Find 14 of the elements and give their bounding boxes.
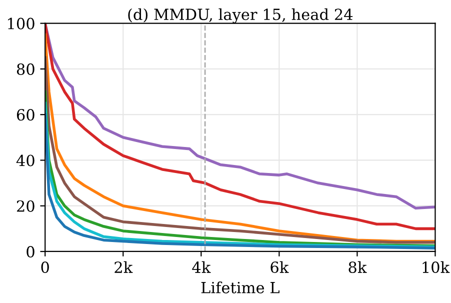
- x-tick-label: 8k: [348, 261, 367, 274]
- x-tick-label: 4k: [192, 261, 211, 273]
- x-tick-label: 10k: [422, 261, 450, 274]
- x-tick-label: 2k: [114, 261, 133, 273]
- chart-title: (d) MMDU, layer 15, head 24: [128, 8, 353, 24]
- y-tick-label: 40: [16, 154, 34, 166]
- y-tick-label: 100: [8, 18, 34, 30]
- x-tick-label: 6k: [270, 261, 289, 274]
- y-tick-label: 20: [16, 200, 34, 212]
- x-tick-label: 0: [41, 261, 49, 274]
- y-tick-label: 80: [16, 63, 34, 75]
- x-axis-title: Lifetime L: [201, 282, 280, 294]
- y-tick-label: 60: [16, 109, 34, 121]
- y-tick-label: 0: [26, 246, 34, 258]
